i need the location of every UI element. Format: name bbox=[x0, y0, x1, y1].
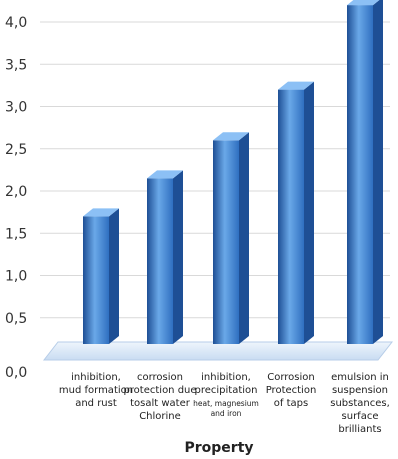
category-label-line: surface bbox=[342, 411, 379, 422]
category-label-line: corrosion bbox=[137, 372, 183, 383]
bar-front bbox=[147, 178, 173, 344]
bar-front bbox=[83, 216, 109, 344]
category-label: inhibition, precipitation heat, magnesium a… bbox=[193, 372, 259, 418]
bar-side bbox=[239, 132, 249, 344]
bar-top bbox=[147, 170, 183, 179]
bar bbox=[213, 132, 249, 344]
category-label-line: precipitation bbox=[195, 385, 258, 396]
y-tick-label: 0,0 bbox=[5, 365, 27, 381]
bar-side bbox=[373, 0, 383, 344]
bar-top bbox=[213, 132, 249, 141]
category-label-line: inhibition, bbox=[201, 372, 251, 383]
x-axis-title: Property bbox=[184, 440, 253, 456]
category-label-line: tosalt water bbox=[130, 398, 191, 409]
y-tick-label: 0,5 bbox=[5, 311, 27, 327]
bar-front bbox=[347, 5, 373, 344]
bar bbox=[347, 0, 383, 344]
category-label: Corrosion Protection of taps bbox=[266, 372, 317, 409]
y-tick-label: 3,0 bbox=[5, 100, 27, 116]
bar-front bbox=[213, 140, 239, 344]
bar bbox=[278, 81, 314, 344]
bar-top bbox=[347, 0, 380, 6]
bar bbox=[83, 208, 119, 344]
chart-floor bbox=[42, 341, 394, 361]
category-label-line: Corrosion bbox=[267, 372, 315, 383]
y-tick-label: 3,5 bbox=[5, 57, 27, 73]
category-label-line: and rust bbox=[75, 398, 117, 409]
category-label-line: inhibition, bbox=[71, 372, 121, 383]
category-label-line: heat, magnesium bbox=[193, 399, 259, 408]
y-tick-label: 2,0 bbox=[5, 184, 27, 200]
category-label-line: suspension bbox=[332, 385, 388, 396]
category-label-line: mud formation bbox=[59, 385, 133, 396]
category-label-line: Protection bbox=[266, 385, 317, 396]
bar-top bbox=[83, 208, 119, 217]
bar-top bbox=[278, 81, 314, 90]
bar-front bbox=[278, 89, 304, 344]
category-label-line: Chlorine bbox=[139, 411, 181, 422]
category-label: inhibition, mud formation and rust bbox=[59, 372, 133, 409]
category-label: emulsion in suspension substances, surface b… bbox=[330, 372, 390, 435]
y-tick-label: 4,0 bbox=[5, 15, 27, 31]
bar-side bbox=[304, 81, 314, 344]
category-label-line: and iron bbox=[211, 409, 242, 418]
category-label-line: brilliants bbox=[338, 424, 381, 435]
y-tick-label: 1,0 bbox=[5, 269, 27, 285]
bar bbox=[147, 170, 183, 344]
bar-side bbox=[109, 208, 119, 344]
category-label-line: protection due bbox=[123, 385, 196, 396]
y-tick-label: 1,5 bbox=[5, 226, 27, 242]
category-label-line: emulsion in bbox=[331, 372, 389, 383]
category-label-line: substances, bbox=[330, 398, 390, 409]
category-label: corrosion protection due tosalt water Chlor… bbox=[123, 372, 196, 422]
y-tick-label: 2,5 bbox=[5, 142, 27, 158]
category-label-line: of taps bbox=[274, 398, 308, 409]
bar-side bbox=[173, 170, 183, 344]
